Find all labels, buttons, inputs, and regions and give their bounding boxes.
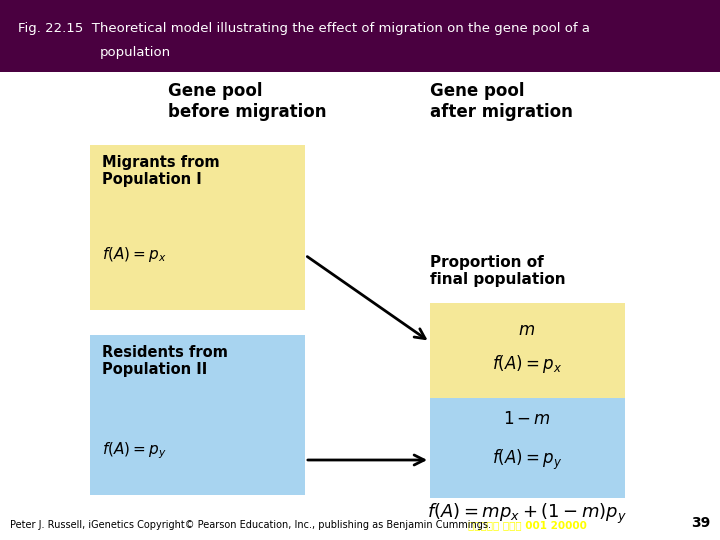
Text: Residents from
Population II: Residents from Population II: [102, 345, 228, 377]
Text: Proportion of
final population: Proportion of final population: [430, 255, 566, 287]
Text: Gene pool
after migration: Gene pool after migration: [430, 82, 573, 121]
Text: 台大避避系 避傳消 001 20000: 台大避避系 避傳消 001 20000: [467, 520, 586, 530]
Text: $f(A) = p_{y}$: $f(A) = p_{y}$: [102, 440, 166, 461]
Text: $f(A) = p_{x}$: $f(A) = p_{x}$: [492, 353, 562, 375]
Text: Gene pool
before migration: Gene pool before migration: [168, 82, 326, 121]
Text: $f(A) = p_{x}$: $f(A) = p_{x}$: [102, 245, 166, 264]
Text: $f(A) = mp_{x} + (1-m)p_{y}$: $f(A) = mp_{x} + (1-m)p_{y}$: [427, 502, 627, 526]
Text: Peter J. Russell, iGenetics Copyright© Pearson Education, Inc., publishing as Be: Peter J. Russell, iGenetics Copyright© P…: [10, 520, 491, 530]
Text: Fig. 22.15  Theoretical model illustrating the effect of migration on the gene p: Fig. 22.15 Theoretical model illustratin…: [18, 22, 590, 35]
Text: $m$: $m$: [518, 321, 536, 339]
Bar: [430, 398, 625, 498]
Text: 39: 39: [690, 516, 710, 530]
Text: Migrants from
Population I: Migrants from Population I: [102, 155, 220, 187]
Bar: [430, 303, 625, 398]
Bar: [90, 335, 305, 495]
Bar: [90, 145, 305, 310]
Bar: [0, 0, 720, 72]
Text: $f(A) = p_{y}$: $f(A) = p_{y}$: [492, 448, 562, 472]
Text: $1 - m$: $1 - m$: [503, 410, 551, 428]
Text: population: population: [100, 46, 171, 59]
